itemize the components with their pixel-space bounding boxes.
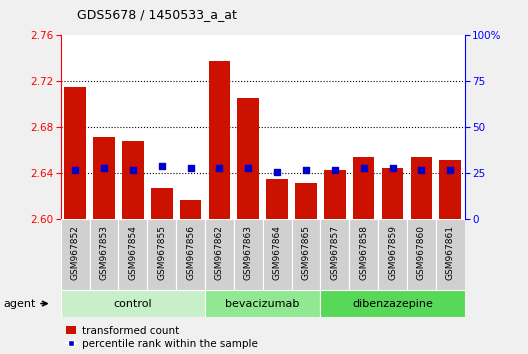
Point	[71, 167, 79, 173]
Bar	[439, 160, 461, 219]
Bar	[378, 219, 407, 290]
Bar	[209, 61, 230, 219]
Text: GSM967854: GSM967854	[128, 225, 137, 280]
Text: agent: agent	[3, 298, 47, 309]
Text: bevacizumab: bevacizumab	[225, 298, 300, 309]
Point	[215, 165, 224, 171]
Bar	[266, 179, 288, 219]
Point	[446, 167, 455, 173]
Bar	[295, 183, 317, 219]
Bar	[205, 219, 234, 290]
Bar	[411, 158, 432, 219]
Text: GSM967862: GSM967862	[215, 225, 224, 280]
Text: GSM967863: GSM967863	[244, 225, 253, 280]
Text: dibenzazepine: dibenzazepine	[352, 298, 433, 309]
Bar	[180, 200, 201, 219]
Text: GSM967855: GSM967855	[157, 225, 166, 280]
Text: GSM967859: GSM967859	[388, 225, 397, 280]
Point	[301, 167, 310, 173]
Point	[157, 163, 166, 169]
Point	[129, 167, 137, 173]
Bar	[61, 290, 205, 317]
Point	[244, 165, 252, 171]
Point	[100, 165, 108, 171]
Bar	[151, 188, 173, 219]
Text: GSM967856: GSM967856	[186, 225, 195, 280]
Bar	[353, 158, 374, 219]
Text: GSM967857: GSM967857	[331, 225, 340, 280]
Point	[331, 167, 339, 173]
Bar	[90, 219, 118, 290]
Bar	[320, 290, 465, 317]
Bar	[93, 137, 115, 219]
Text: GDS5678 / 1450533_a_at: GDS5678 / 1450533_a_at	[77, 8, 237, 21]
Bar	[320, 219, 349, 290]
Text: GSM967858: GSM967858	[359, 225, 368, 280]
Point	[417, 167, 426, 173]
Bar	[382, 168, 403, 219]
Point	[388, 165, 397, 171]
Bar	[205, 290, 320, 317]
Bar	[238, 97, 259, 219]
Bar	[291, 219, 320, 290]
Bar	[407, 219, 436, 290]
Text: GSM967853: GSM967853	[99, 225, 108, 280]
Text: GSM967865: GSM967865	[301, 225, 310, 280]
Text: GSM967864: GSM967864	[272, 225, 281, 280]
Text: GSM967860: GSM967860	[417, 225, 426, 280]
Bar	[118, 219, 147, 290]
Bar	[61, 219, 90, 290]
Point	[273, 169, 281, 175]
Text: control: control	[114, 298, 152, 309]
Bar	[262, 219, 291, 290]
Bar	[176, 219, 205, 290]
Bar	[349, 219, 378, 290]
Point	[360, 165, 368, 171]
Bar	[147, 219, 176, 290]
Bar	[64, 87, 86, 219]
Bar	[436, 219, 465, 290]
Bar	[122, 141, 144, 219]
Bar	[324, 170, 346, 219]
Bar	[234, 219, 263, 290]
Point	[186, 165, 195, 171]
Legend: transformed count, percentile rank within the sample: transformed count, percentile rank withi…	[66, 326, 258, 349]
Text: GSM967861: GSM967861	[446, 225, 455, 280]
Text: GSM967852: GSM967852	[71, 225, 80, 280]
